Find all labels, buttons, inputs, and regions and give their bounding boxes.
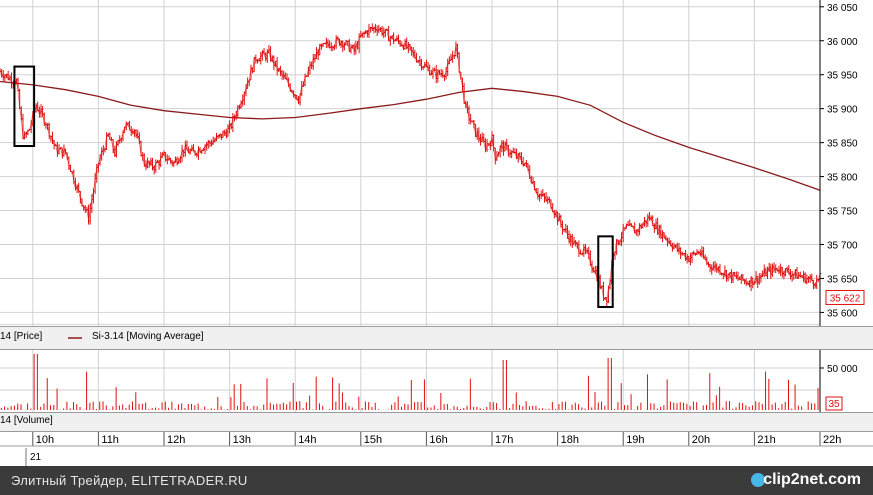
volume-tick-label: 50 000	[827, 364, 858, 375]
footer-caption: Элитный Трейдер, ELITETRADER.RU	[11, 473, 248, 488]
time-tick-label: 16h	[429, 434, 447, 446]
clip2net-logo[interactable]: clip2net.com	[763, 471, 861, 488]
price-tick-label: 35 800	[827, 173, 858, 184]
price-tick-label: 36 000	[827, 37, 858, 48]
time-tick-label: 19h	[626, 434, 644, 446]
volume-bars-layer	[0, 354, 819, 410]
price-tick-label: 36 050	[827, 3, 858, 14]
time-tick-label: 10h	[36, 434, 54, 446]
moving-average-line	[0, 80, 821, 191]
time-tick-label: 20h	[692, 434, 710, 446]
highlight-box	[597, 235, 614, 308]
last-volume-label: 35	[828, 399, 840, 410]
price-series-layer	[0, 23, 822, 308]
clip2net-logo-icon	[751, 473, 765, 487]
price-tick-label: 35 950	[827, 71, 858, 82]
time-axis-ticks: 10h 11h 12h 13h 14h 15h 16h 17h 18h 19h 20h 21h 22h	[0, 432, 873, 447]
last-volume-tag: 35	[825, 396, 843, 411]
time-tick-label: 15h	[364, 434, 382, 446]
footer-bar: Элитный Трейдер, ELITETRADER.RU clip2net…	[0, 466, 873, 495]
time-tick-label: 11h	[101, 434, 119, 446]
last-price-tag: 35 622	[825, 289, 865, 305]
legend-ma-swatch	[68, 337, 82, 339]
price-line	[0, 27, 821, 303]
time-tick-label: 22h	[823, 434, 841, 446]
legend-price-label: 14 [Price]	[0, 331, 43, 342]
time-axis: 10h 11h 12h 13h 14h 15h 16h 17h 18h 19h 20h 21h 22h …	[0, 432, 873, 466]
legend-ma-label: Si-3.14 [Moving Average]	[92, 331, 204, 342]
moving-average-layer	[0, 80, 821, 191]
time-tick-label: 13h	[233, 434, 251, 446]
time-tick-label: 17h	[495, 434, 513, 446]
price-chart-panel: 35 600 35 650 35 700 35 750 35 800 35 850 35 9…	[0, 0, 865, 326]
price-tick-label: 35 700	[827, 241, 858, 252]
price-axis-ticks: 35 600 35 650 35 700 35 750 35 800 35 850 35 9…	[820, 3, 858, 319]
time-tick-label: 12h	[167, 434, 185, 446]
price-tick-label: 35 750	[827, 207, 858, 218]
price-tick-label: 35 900	[827, 105, 858, 116]
legend-bar: 14 [Price] Si-3.14 [Moving Average]	[0, 326, 873, 350]
last-price-label: 35 622	[830, 293, 861, 304]
time-tick-label: 18h	[561, 434, 579, 446]
date-label: 21	[30, 452, 42, 463]
price-tick-label: 35 600	[827, 308, 858, 319]
annotation-boxes	[13, 65, 614, 308]
time-tick-label: 21h	[757, 434, 775, 446]
price-tick-label: 35 650	[827, 274, 858, 285]
time-tick-label: 14h	[298, 434, 316, 446]
volume-chart-panel: 50 000 35	[0, 350, 873, 412]
price-grid	[0, 0, 821, 326]
volume-legend-bar: 14 [Volume]	[0, 412, 873, 432]
legend-volume-label: 14 [Volume]	[0, 415, 53, 426]
highlight-box	[13, 65, 36, 148]
price-tick-label: 35 850	[827, 139, 858, 150]
